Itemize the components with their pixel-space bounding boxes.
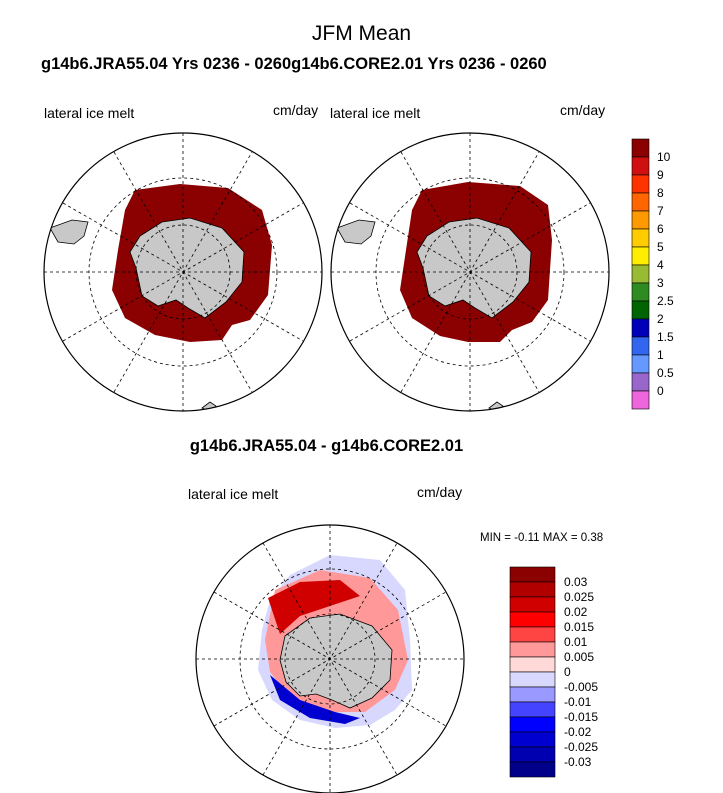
right-polar-map — [331, 133, 609, 411]
colorbar-swatch — [631, 246, 650, 266]
colorbar-tick-label: 2 — [657, 312, 664, 326]
colorbar-tick-label: 0.01 — [564, 635, 588, 649]
colorbar-tick-label: -0.01 — [564, 695, 592, 709]
colorbar-tick-label: -0.015 — [564, 710, 598, 724]
colorbar-tick-label: -0.005 — [564, 680, 598, 694]
colorbar-tick-label: 6 — [657, 222, 664, 236]
colorbar-tick-label: 9 — [657, 168, 664, 182]
left-variable-label: lateral ice melt — [44, 105, 135, 121]
colorbar-tick-label: 0.5 — [657, 366, 674, 380]
colorbar-swatch — [509, 671, 556, 688]
colorbar-tick-label: 1.5 — [657, 330, 674, 344]
difference-map-frame — [195, 524, 465, 793]
colorbar-swatch — [631, 174, 650, 194]
main-title: JFM Mean — [311, 22, 412, 45]
colorbar-tick-label: 2.5 — [657, 294, 674, 308]
colorbar-swatch — [631, 228, 650, 248]
colorbar-swatch — [631, 264, 650, 284]
difference-polar-map — [196, 525, 464, 793]
colorbar-swatch — [631, 390, 650, 410]
colorbar-tick-label: 0.015 — [564, 620, 594, 634]
colorbar-swatch — [509, 626, 556, 643]
colorbar-swatch — [509, 716, 556, 733]
left-map-frame — [43, 132, 323, 412]
left-south-america-land — [49, 219, 89, 245]
colorbar-swatch — [509, 566, 556, 583]
right-variable-label: lateral ice melt — [330, 105, 421, 121]
difference-title: g14b6.JRA55.04 - g14b6.CORE2.01 — [189, 437, 464, 455]
colorbar-swatch — [509, 581, 556, 598]
colorbar-swatch — [631, 318, 650, 338]
colorbar-tick-label: 0.025 — [564, 590, 594, 604]
difference-units-label: cm/day — [417, 484, 463, 500]
colorbar-swatch — [509, 656, 556, 673]
min-max-stats: MIN = -0.11 MAX = 0.38 — [480, 532, 604, 544]
colorbar-swatch — [631, 210, 650, 230]
difference-antarctica-land — [279, 613, 393, 709]
left-units-label: cm/day — [273, 102, 319, 118]
colorbar-tick-label: 0.03 — [564, 575, 588, 589]
difference-negative-band — [270, 675, 360, 724]
colorbar-tick-label: -0.02 — [564, 725, 592, 739]
right-antarctica-land — [416, 217, 532, 319]
colorbar-swatch — [631, 138, 650, 158]
colorbar-swatch — [509, 746, 556, 763]
colorbar-tick-label: -0.025 — [564, 740, 598, 754]
colorbar-swatch — [631, 192, 650, 212]
colorbar-swatch — [631, 282, 650, 302]
difference-strong-positive — [268, 580, 360, 634]
colorbar-swatch — [631, 354, 650, 374]
subtitle: g14b6.JRA55.04 Yrs 0236 - 0260g14b6.CORE… — [41, 55, 547, 73]
colorbar-top: 10 9 8 7 6 5 4 3 2.5 2 1.5 1 0.5 0 — [631, 138, 674, 410]
colorbar-tick-label: 1 — [657, 348, 664, 362]
colorbar-tick-label: 8 — [657, 186, 664, 200]
colorbar-swatch — [509, 596, 556, 613]
right-map-frame — [330, 132, 610, 412]
colorbar-difference: 0.030.0250.020.0150.010.0050-0.005-0.01-… — [509, 566, 598, 778]
colorbar-swatch — [509, 761, 556, 778]
colorbar-tick-label: 0.02 — [564, 605, 588, 619]
colorbar-swatch — [509, 686, 556, 703]
colorbar-tick-label: -0.03 — [564, 755, 592, 769]
right-units-label: cm/day — [560, 102, 606, 118]
colorbar-tick-label: 0 — [657, 384, 664, 398]
colorbar-tick-label: 7 — [657, 204, 664, 218]
left-antarctica-land — [129, 217, 245, 319]
left-polar-map — [44, 133, 322, 411]
right-south-america-land — [336, 219, 376, 245]
colorbar-swatch — [631, 300, 650, 320]
colorbar-swatch — [631, 336, 650, 356]
difference-variable-label: lateral ice melt — [188, 486, 279, 502]
colorbar-swatch — [509, 701, 556, 718]
colorbar-swatch — [509, 611, 556, 628]
colorbar-swatch — [509, 731, 556, 748]
colorbar-tick-label: 4 — [657, 258, 664, 272]
colorbar-tick-label: 5 — [657, 240, 664, 254]
colorbar-swatch — [631, 372, 650, 392]
colorbar-swatch — [631, 156, 650, 176]
colorbar-swatch — [509, 641, 556, 658]
colorbar-tick-label: 3 — [657, 276, 664, 290]
colorbar-tick-label: 0.005 — [564, 650, 594, 664]
colorbar-tick-label: 10 — [657, 150, 671, 164]
colorbar-tick-label: 0 — [564, 665, 571, 679]
